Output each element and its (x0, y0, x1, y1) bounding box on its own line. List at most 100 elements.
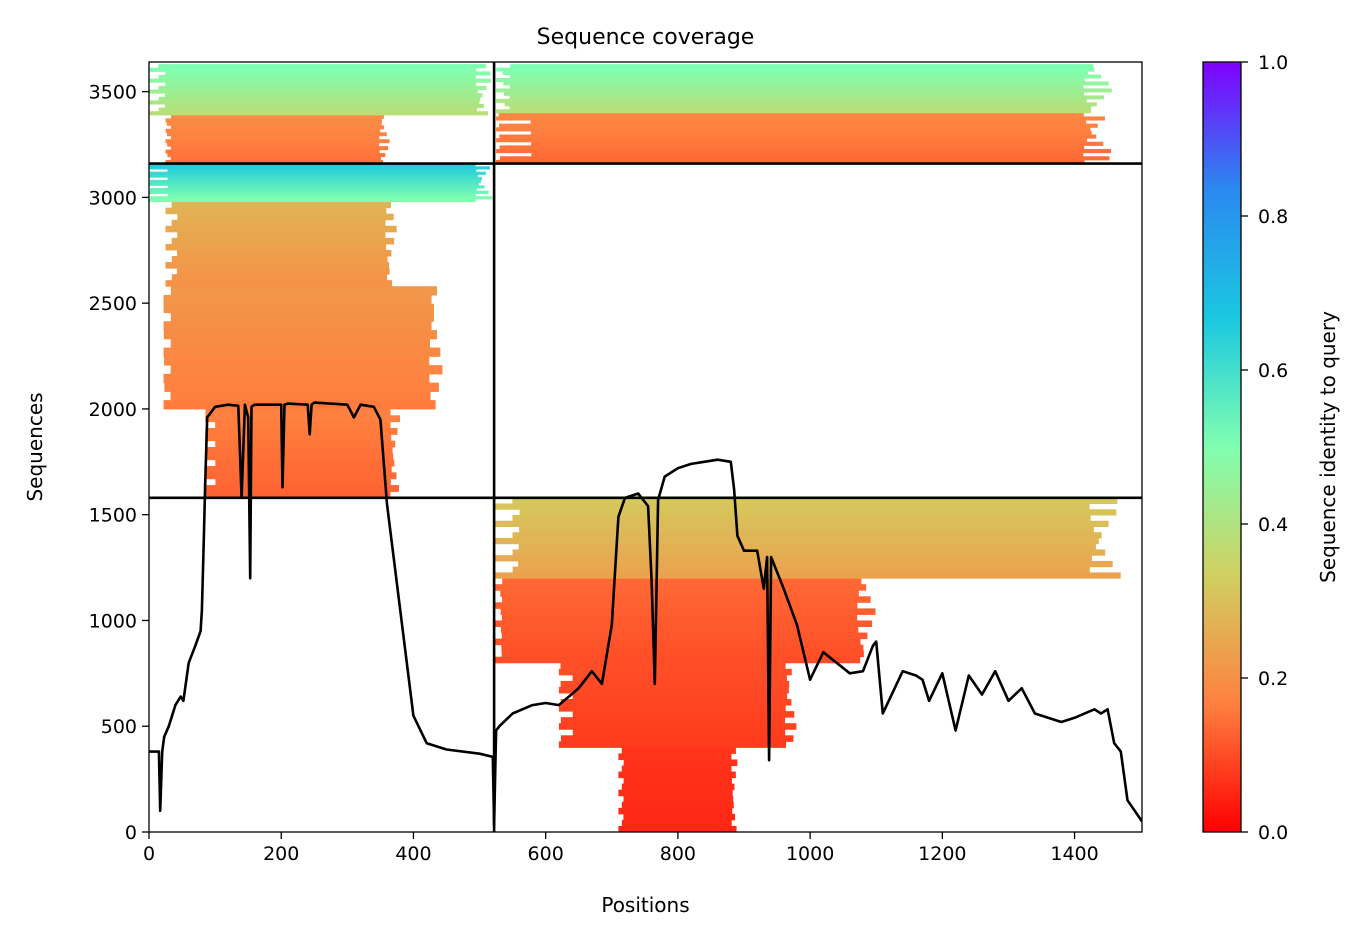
coverage-band-slice (621, 747, 736, 754)
coverage-band-slice (512, 497, 1118, 505)
x-tick-label: 200 (263, 843, 299, 865)
coverage-band-slice (149, 198, 476, 203)
coverage-band-slice (163, 347, 441, 357)
y-tick-label: 3000 (89, 187, 137, 209)
coverage-band-slice (165, 225, 397, 233)
x-axis-ticks: 0 200 400 600 800 1000 1200 1400 (143, 832, 1099, 865)
coverage-band-slice (170, 135, 380, 140)
coverage-band-slice (496, 67, 1095, 72)
coverage-band-slice (572, 692, 788, 700)
coverage-band-slice (170, 146, 389, 151)
coverage-band-slice (531, 141, 1104, 146)
coverage-band-slice (215, 478, 391, 486)
coverage-band-slice (494, 584, 867, 591)
coverage-band-slice (158, 96, 481, 101)
coverage-band-slice (502, 596, 871, 603)
coverage-band-slice (205, 427, 398, 435)
coverage-band-slice (215, 421, 391, 429)
colorbar-label: Sequence identity to query (1316, 311, 1340, 583)
coverage-band-slice (560, 662, 786, 670)
coverage-band-slice (500, 590, 859, 597)
coverage-band-slice (215, 440, 396, 448)
coverage-band-slice (176, 268, 390, 275)
coverage-band-slice (158, 64, 487, 69)
coverage-band-slice (518, 560, 1113, 568)
x-tick-label: 1200 (918, 843, 966, 865)
coverage-band-slice (149, 174, 479, 178)
coverage-band-slice (510, 64, 1094, 69)
coverage-band-slice (531, 152, 1084, 157)
coverage-band-slice (621, 801, 734, 809)
coverage-band-slice (149, 179, 481, 184)
coverage-band-slice (177, 213, 394, 221)
coverage-band-slice (165, 71, 491, 76)
coverage-band-slice (501, 614, 858, 621)
coverage-band-slice (560, 717, 786, 724)
coverage-band-slice (177, 249, 392, 257)
coverage-band-slice (503, 81, 1109, 86)
coverage-band (558, 662, 797, 748)
coverage-band-slice (150, 188, 477, 192)
coverage-band-slice (501, 650, 864, 658)
x-axis-label: Positions (601, 893, 689, 917)
coverage-band-slice (158, 74, 476, 80)
coverage-band-slice (170, 391, 431, 401)
coverage-band-slice (618, 789, 733, 797)
coverage-band-slice (205, 447, 393, 454)
coverage-band (165, 201, 397, 287)
coverage-band-slice (519, 526, 1094, 533)
y-axis-ticks: 0 500 1000 1500 2000 2500 3000 3500 (89, 82, 149, 844)
coverage-band-slice (165, 160, 383, 165)
coverage-band-slice (149, 166, 491, 170)
coverage-band-slice (149, 111, 488, 116)
coverage-band-slice (494, 656, 861, 664)
coverage-band-slice (167, 168, 477, 173)
coverage-band-slice (205, 453, 394, 461)
coverage-band-slice (163, 330, 437, 340)
coverage-band-slice (171, 114, 384, 119)
coverage-band-slice (164, 382, 439, 392)
coverage-band-slice (499, 145, 1085, 150)
coverage-band-slice (501, 632, 868, 640)
coverage-band-slice (166, 132, 387, 137)
coverage-band-slice (623, 759, 738, 767)
coverage-band-slice (165, 207, 387, 215)
coverage-band-slice (623, 795, 734, 803)
coverage-band-slice (560, 699, 792, 706)
coverage-band-slice (165, 139, 390, 144)
colorbar-ticks: 0.0 0.2 0.4 0.6 0.8 1.0 (1241, 52, 1288, 844)
coverage-band-slice (512, 514, 1091, 522)
coverage-band-slice (171, 274, 388, 281)
coverage-band-slice (494, 555, 1092, 562)
coverage-band-slice (205, 408, 391, 416)
coverage-band-slice (163, 321, 432, 331)
coverage-band-slice (496, 127, 1091, 132)
coverage-band-slice (149, 67, 477, 72)
coverage-band-slice (494, 520, 1109, 527)
coverage-band-slice (499, 134, 1097, 139)
coverage-band-slice (498, 123, 1098, 128)
coverage-band-slice (572, 729, 786, 736)
coverage-band-slice (164, 104, 484, 109)
coverage-band-slice (510, 74, 1102, 79)
coverage-band-slice (158, 85, 487, 90)
coverage-band-slice (164, 356, 430, 366)
y-axis-label: Sequences (23, 392, 47, 501)
y-tick-label: 2500 (89, 293, 137, 315)
coverage-band-slice (149, 190, 489, 194)
coverage-band-slice (170, 365, 443, 375)
coverage-band-slice (167, 193, 476, 197)
coverage-band-slice (530, 120, 1087, 125)
coverage-band-slice (496, 98, 1087, 103)
coverage-band-slice (205, 466, 392, 473)
coverage-band-slice (500, 608, 876, 615)
chart-title: Sequence coverage (537, 25, 755, 50)
coverage-band-slice (167, 153, 386, 158)
coverage-band-slice (171, 237, 395, 245)
coverage-band-slice (499, 156, 1110, 161)
coverage-band-slice (558, 741, 787, 748)
coverage-band-slice (494, 638, 861, 646)
coverage-band (496, 64, 1112, 114)
coverage-band-slice (215, 459, 395, 467)
